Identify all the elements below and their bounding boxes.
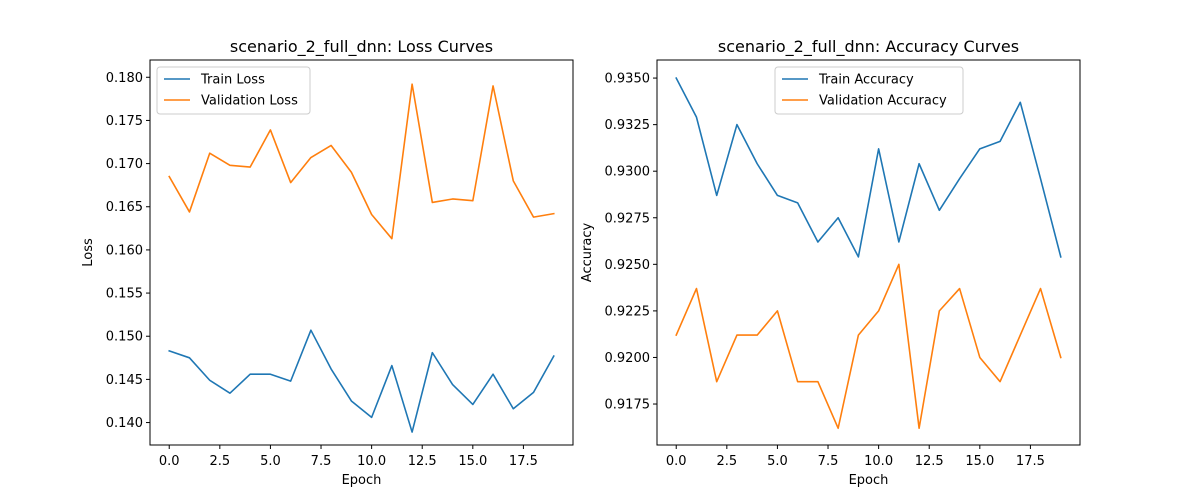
accuracy-y-tick-label: 0.9250 (605, 258, 651, 273)
accuracy-y-tick-label: 0.9200 (605, 351, 651, 366)
accuracy-legend: Train Accuracy Validation Accuracy (774, 66, 964, 115)
accuracy-series-line-1 (675, 263, 1062, 430)
loss-y-tick-label: 0.145 (106, 373, 143, 388)
accuracy-x-tick-label: 5.0 (767, 454, 788, 469)
loss-x-tick-label: 0.0 (159, 454, 180, 469)
loss-x-tick-label: 12.5 (408, 454, 437, 469)
loss-y-axis-label: Loss (81, 238, 96, 267)
loss-y-tick-label: 0.180 (106, 71, 143, 86)
loss-legend-label-1: Validation Loss (201, 94, 298, 109)
loss-series-line-1 (168, 83, 555, 240)
accuracy-x-tick-label: 15.0 (965, 454, 994, 469)
accuracy-y-tick-label: 0.9350 (605, 72, 651, 87)
loss-x-tick-label: 17.5 (509, 454, 538, 469)
loss-y-tick-label: 0.150 (106, 330, 143, 345)
loss-series-line-0 (168, 329, 555, 433)
accuracy-chart-title: scenario_2_full_dnn: Accuracy Curves (718, 37, 1019, 57)
loss-y-tick-label: 0.140 (106, 416, 143, 431)
accuracy-y-tick-label: 0.9225 (605, 304, 651, 319)
loss-legend-box (156, 66, 311, 115)
loss-chart-panel: scenario_2_full_dnn: Loss Curves Epoch L… (81, 37, 574, 488)
loss-plot-frame (149, 59, 574, 446)
loss-x-axis-label: Epoch (342, 473, 382, 488)
accuracy-x-tick-label: 0.0 (666, 454, 687, 469)
loss-x-tick-label: 2.5 (209, 454, 230, 469)
accuracy-y-tick-label: 0.9300 (605, 165, 651, 180)
accuracy-y-axis-label: Accuracy (580, 223, 595, 283)
accuracy-y-tick-label: 0.9325 (605, 118, 651, 133)
loss-x-tick-label: 10.0 (357, 454, 386, 469)
accuracy-x-tick-label: 17.5 (1016, 454, 1045, 469)
accuracy-x-tick-label: 10.0 (864, 454, 893, 469)
accuracy-legend-box (774, 66, 964, 115)
loss-y-tick-label: 0.170 (106, 157, 143, 172)
accuracy-plot-frame (656, 59, 1081, 446)
loss-x-tick-label: 7.5 (311, 454, 332, 469)
loss-chart-title: scenario_2_full_dnn: Loss Curves (230, 37, 493, 57)
accuracy-x-tick-label: 7.5 (818, 454, 839, 469)
accuracy-series-line-0 (675, 76, 1062, 258)
loss-x-tick-label: 5.0 (260, 454, 281, 469)
accuracy-x-axis-label: Epoch (849, 473, 889, 488)
loss-legend: Train Loss Validation Loss (156, 66, 311, 115)
loss-y-tick-label: 0.155 (106, 287, 143, 302)
loss-legend-label-0: Train Loss (200, 73, 265, 88)
accuracy-y-tick-label: 0.9275 (605, 211, 651, 226)
accuracy-chart-panel: scenario_2_full_dnn: Accuracy Curves Epo… (580, 37, 1081, 488)
accuracy-x-tick-label: 12.5 (915, 454, 944, 469)
loss-y-tick-label: 0.160 (106, 243, 143, 258)
loss-y-tick-label: 0.175 (106, 114, 143, 129)
accuracy-y-tick-label: 0.9175 (605, 398, 651, 413)
loss-y-tick-label: 0.165 (106, 200, 143, 215)
accuracy-x-tick-label: 2.5 (716, 454, 737, 469)
accuracy-legend-label-1: Validation Accuracy (819, 94, 947, 109)
loss-x-tick-label: 15.0 (458, 454, 487, 469)
accuracy-legend-label-0: Train Accuracy (818, 73, 914, 88)
